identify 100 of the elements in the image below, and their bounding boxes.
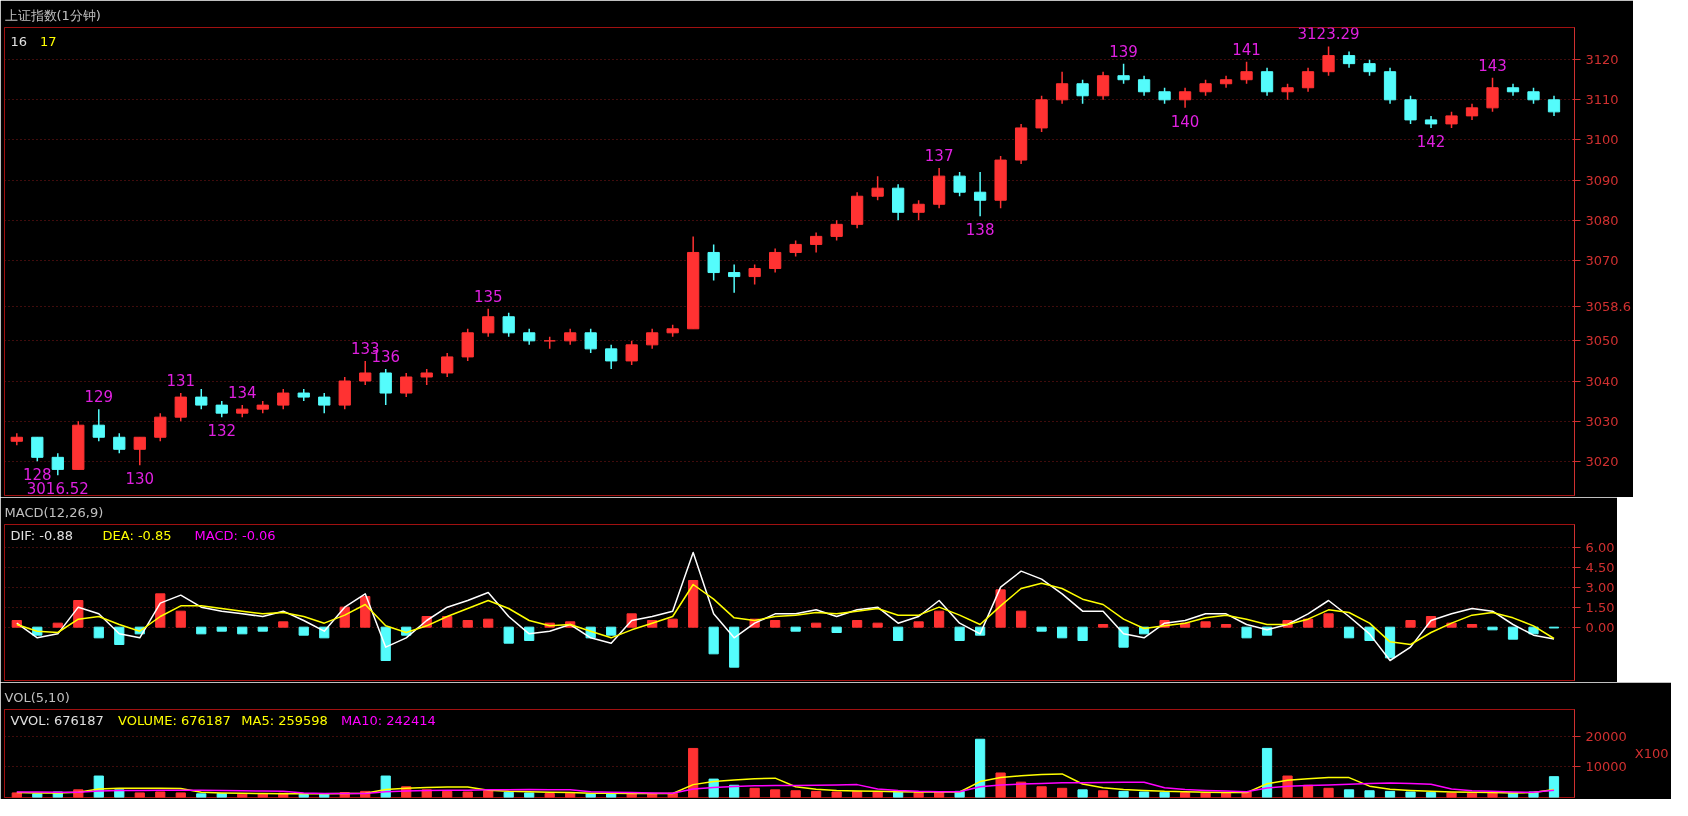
bar bbox=[442, 790, 453, 798]
bar bbox=[770, 789, 781, 798]
chart-title: VOL(5,10) bbox=[4, 689, 70, 705]
bar bbox=[483, 618, 494, 628]
annotation: 140 bbox=[1170, 112, 1200, 131]
y-tick-label: 3070 bbox=[1585, 253, 1619, 268]
bar bbox=[606, 626, 617, 636]
bar bbox=[1118, 790, 1129, 798]
bar bbox=[1405, 620, 1416, 628]
candlestick bbox=[1301, 66, 1315, 93]
candlestick bbox=[625, 340, 638, 366]
bar bbox=[114, 626, 125, 645]
bar bbox=[175, 610, 186, 628]
bar bbox=[1343, 626, 1355, 639]
candlestick bbox=[1404, 95, 1417, 125]
candlestick bbox=[482, 307, 495, 338]
annotation: 129 bbox=[84, 388, 114, 407]
y-tick-label: 3.00 bbox=[1585, 579, 1615, 595]
bar bbox=[503, 791, 514, 798]
bar bbox=[503, 626, 514, 644]
y-tick-label: 3040 bbox=[1585, 373, 1619, 389]
candlestick bbox=[318, 392, 331, 414]
candlestick bbox=[1137, 74, 1151, 97]
bar bbox=[1241, 626, 1252, 639]
bar bbox=[749, 787, 760, 798]
candlestick bbox=[1240, 60, 1253, 85]
bar bbox=[913, 621, 924, 628]
candlestick bbox=[441, 352, 454, 378]
line-series bbox=[16, 582, 1555, 646]
candlestick bbox=[113, 432, 126, 455]
bar bbox=[1323, 787, 1334, 798]
y-tick-label: 3058.6 bbox=[1585, 298, 1631, 314]
annotation: 134 bbox=[227, 384, 257, 403]
bar bbox=[380, 626, 391, 661]
bar bbox=[216, 626, 227, 632]
bar bbox=[1097, 790, 1109, 798]
bar bbox=[1384, 790, 1396, 798]
candlestick bbox=[174, 392, 187, 422]
bar bbox=[462, 620, 473, 628]
y-tick-label: 3120 bbox=[1585, 52, 1619, 68]
candlestick bbox=[31, 436, 44, 463]
candlestick bbox=[973, 171, 987, 218]
bar bbox=[831, 791, 842, 798]
bar bbox=[688, 580, 699, 628]
bar bbox=[1118, 626, 1129, 648]
bar bbox=[667, 618, 678, 628]
bar bbox=[298, 626, 309, 636]
text: MA10: 242414 bbox=[341, 712, 436, 728]
bar bbox=[278, 621, 289, 628]
bar bbox=[975, 738, 986, 798]
bar bbox=[1036, 786, 1047, 798]
bar bbox=[155, 791, 166, 798]
bar bbox=[196, 793, 207, 798]
annotation: 138 bbox=[965, 221, 995, 240]
annotation: 17 bbox=[40, 33, 57, 49]
bar bbox=[1425, 792, 1437, 798]
bar bbox=[790, 626, 801, 632]
bar bbox=[52, 622, 63, 628]
candlestick bbox=[1055, 70, 1069, 105]
annotation: 142 bbox=[1416, 132, 1446, 151]
bar bbox=[872, 622, 883, 628]
bar bbox=[1343, 789, 1355, 798]
annotation: 143 bbox=[1478, 56, 1507, 75]
bar bbox=[1548, 776, 1560, 798]
bar bbox=[790, 790, 801, 798]
line-series bbox=[16, 551, 1555, 662]
candlestick bbox=[1547, 95, 1561, 117]
bar bbox=[1015, 610, 1027, 628]
bar bbox=[175, 792, 186, 798]
candlestick bbox=[1486, 76, 1499, 113]
candlestick bbox=[605, 344, 618, 370]
y-tick-label: 3090 bbox=[1585, 172, 1619, 188]
bar bbox=[1487, 626, 1498, 631]
candlestick bbox=[277, 388, 290, 410]
y-tick-label: 1.50 bbox=[1585, 599, 1615, 615]
y-tick-label: 4.50 bbox=[1585, 559, 1615, 575]
candlestick bbox=[769, 247, 782, 274]
candlestick bbox=[400, 372, 413, 398]
y-axis-title: X100 bbox=[1634, 746, 1669, 761]
candlestick bbox=[953, 171, 966, 197]
candlestick bbox=[92, 408, 105, 443]
bar bbox=[1323, 613, 1334, 628]
candlestick bbox=[195, 388, 208, 410]
bar bbox=[1261, 747, 1273, 798]
candlestick bbox=[51, 452, 64, 477]
bar bbox=[1159, 791, 1170, 798]
annotation: MACD: -0.06 bbox=[194, 527, 276, 543]
y-tick-label: 20000 bbox=[1585, 728, 1627, 744]
bar bbox=[1097, 624, 1109, 628]
bar bbox=[1138, 791, 1150, 798]
candlestick bbox=[1260, 66, 1274, 97]
bar bbox=[954, 626, 965, 641]
bar bbox=[872, 791, 883, 798]
annotation: DIF: -0.88 bbox=[10, 527, 73, 543]
y-tick-label: 3020 bbox=[1585, 453, 1619, 469]
annotation: 16 bbox=[10, 33, 28, 49]
bar bbox=[1077, 789, 1088, 798]
candlestick bbox=[810, 231, 823, 254]
candlestick bbox=[748, 263, 761, 286]
candlestick bbox=[1117, 62, 1130, 85]
